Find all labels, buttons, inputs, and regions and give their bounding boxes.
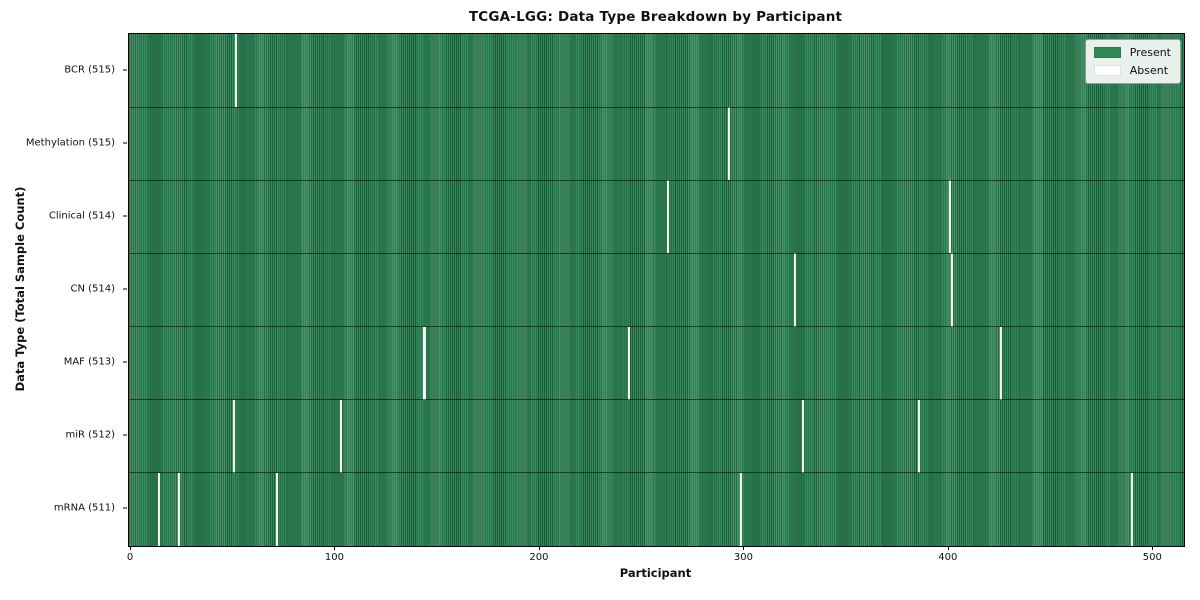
row-mir: [129, 399, 1184, 473]
absent-mark: [801, 399, 804, 473]
xtick-mark: [334, 546, 336, 550]
absent-mark: [999, 326, 1003, 400]
ytick-mark: [123, 69, 127, 71]
ytick-label-clinical: Clinical (514): [48, 210, 115, 222]
absent-mark: [339, 399, 342, 473]
xtick-label-200: 200: [529, 552, 549, 563]
heatmap-plot: Present Absent: [128, 33, 1185, 547]
absent-mark: [276, 472, 279, 546]
xtick-mark: [1152, 546, 1154, 550]
ytick-mark: [123, 361, 127, 363]
x-axis: 0 100 200 300 400 500: [126, 546, 1184, 576]
ytick-label-mrna: mRNA (511): [53, 502, 115, 514]
absent-mark: [235, 34, 238, 108]
chart-title: TCGA-LGG: Data Type Breakdown by Partici…: [468, 9, 843, 25]
ytick-label-mir: miR (512): [65, 429, 115, 441]
legend-label-present: Present: [1129, 46, 1171, 59]
absent-mark: [728, 107, 731, 181]
legend-entry-absent: Absent: [1093, 64, 1171, 77]
present-swatch: [1093, 47, 1121, 58]
ytick-label-methylation: Methylation (515): [25, 137, 115, 149]
row-methylation: [129, 107, 1184, 181]
absent-mark: [950, 253, 953, 327]
absent-mark: [627, 326, 630, 400]
row-cn: [129, 253, 1184, 327]
row-separator: [129, 326, 1184, 328]
xtick-label-100: 100: [324, 552, 345, 563]
absent-swatch: [1093, 65, 1121, 76]
ytick-label-maf: MAF (513): [63, 356, 115, 368]
absent-mark: [233, 399, 236, 473]
absent-mark: [948, 180, 951, 254]
legend-label-absent: Absent: [1129, 64, 1169, 77]
legend-entry-present: Present: [1093, 46, 1171, 59]
ytick-label-cn: CN (514): [70, 283, 115, 295]
legend: Present Absent: [1084, 39, 1181, 84]
y-axis-labels: BCR (515) Methylation (515) Clinical (514)…: [0, 33, 128, 545]
xtick-mark: [538, 546, 540, 550]
xtick-label-0: 0: [126, 552, 134, 563]
row-bcr: [129, 34, 1184, 108]
row-separator: [129, 106, 1184, 108]
xtick-mark: [947, 546, 949, 550]
ytick-mark: [123, 215, 127, 217]
row-maf: [129, 326, 1184, 400]
xtick-mark: [743, 546, 745, 550]
row-separator: [129, 252, 1184, 254]
absent-mark: [918, 399, 921, 473]
row-clinical: [129, 180, 1184, 254]
xtick-label-500: 500: [1142, 552, 1162, 563]
ytick-mark: [123, 142, 127, 144]
absent-mark: [793, 253, 796, 327]
row-separator: [129, 179, 1184, 181]
absent-mark: [423, 326, 426, 400]
absent-mark: [157, 472, 160, 546]
xtick-mark: [130, 546, 132, 550]
xtick-label-300: 300: [733, 552, 753, 563]
ytick-mark: [123, 507, 127, 509]
xtick-label-400: 400: [938, 552, 958, 563]
absent-mark: [1130, 472, 1133, 546]
ytick-label-bcr: BCR (515): [64, 64, 115, 76]
absent-mark: [740, 472, 743, 546]
x-axis-title: Participant: [619, 566, 692, 580]
ytick-mark: [123, 288, 127, 290]
ytick-mark: [123, 434, 127, 436]
absent-mark: [178, 472, 181, 546]
absent-mark: [666, 180, 669, 254]
row-mrna: [129, 472, 1184, 546]
row-separator: [129, 472, 1184, 474]
row-separator: [129, 399, 1184, 401]
